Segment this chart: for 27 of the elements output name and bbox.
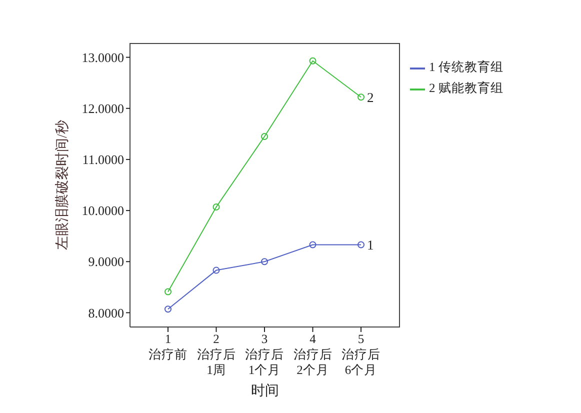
y-tick-label: 11.0000	[82, 152, 124, 168]
y-tick-label: 12.0000	[82, 100, 124, 116]
legend-label: 2 赋能教育组	[429, 81, 504, 95]
x-tick-label: 1 治疗前	[148, 332, 188, 362]
point	[358, 241, 364, 248]
x-tick-label: 2 治疗后 1周	[196, 332, 236, 377]
point	[309, 57, 316, 64]
y-tick-label: 8.0000	[88, 305, 124, 320]
point	[261, 258, 268, 266]
y-tick-label: 9.0000	[88, 254, 124, 270]
x-tick-label: 5 治疗后 6个月	[342, 332, 380, 377]
y-tick-label: 10.0000	[82, 203, 124, 218]
point	[212, 266, 220, 274]
point	[212, 203, 220, 210]
annotation: 1	[367, 238, 374, 253]
x-axis-title: 时间	[251, 383, 279, 399]
point	[164, 306, 172, 313]
y-tick-label: 13.0000	[82, 50, 124, 65]
point	[309, 241, 316, 248]
point	[358, 94, 364, 101]
annotation: 2	[367, 90, 374, 105]
y-axis-title: 左眼泪膜破裂时间/秒	[54, 120, 70, 250]
point	[261, 132, 268, 140]
x-tick-label: 4 治疗后 2个月	[293, 332, 332, 377]
x-tick-label: 3 治疗后 1个月	[245, 332, 284, 377]
point	[164, 288, 172, 296]
legend-label: 1 传统教育组	[429, 60, 504, 74]
